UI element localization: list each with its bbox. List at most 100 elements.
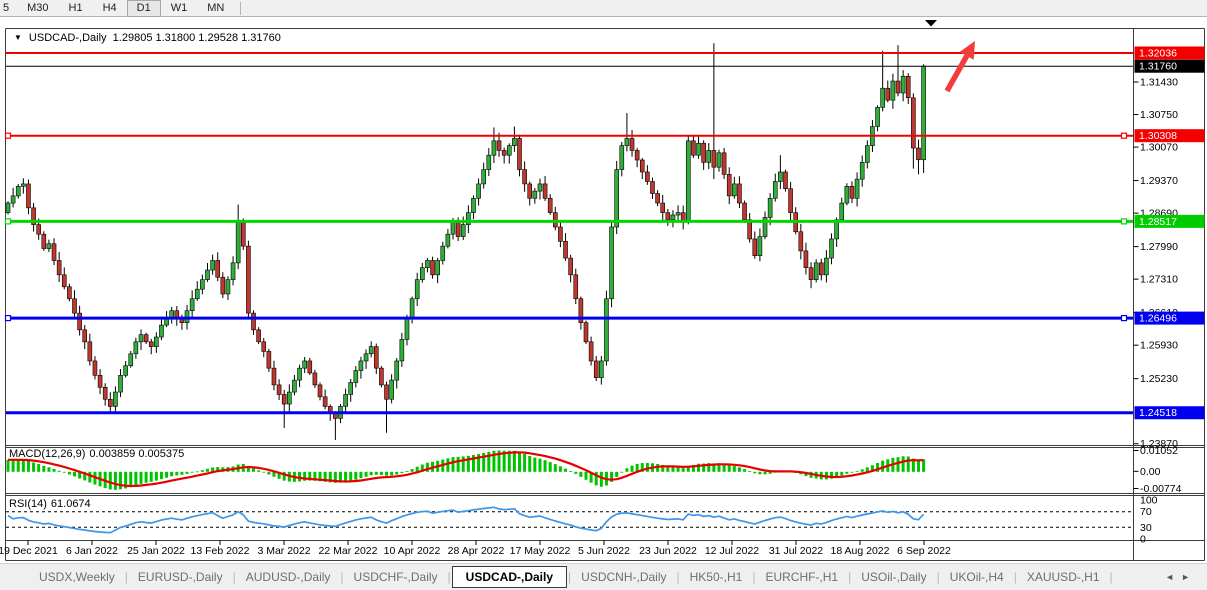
rsi-axis-label: 0: [1140, 534, 1146, 546]
bear-candle: [430, 260, 435, 276]
bear-candle: [916, 147, 921, 161]
symbol-tab-eurusd-daily[interactable]: EURUSD-,Daily: [137, 570, 223, 584]
date-tick-label: 12 Jul 2022: [705, 545, 759, 557]
bull-candle: [368, 346, 374, 355]
date-tick-label: 3 Mar 2022: [257, 545, 310, 557]
price-badge-label: 1.24518: [1139, 407, 1177, 419]
bear-candle: [885, 87, 891, 101]
bear-candle: [527, 183, 533, 199]
symbol-tab-ukoil-h4[interactable]: UKOil-,H4: [949, 570, 1004, 584]
macd-histogram-bar: [185, 471, 189, 474]
bull-candle: [138, 334, 144, 343]
bull-candle: [10, 195, 16, 204]
timeframe-buttons: 5 M30 H1 H4 D1 W1 MN: [0, 0, 234, 17]
macd-histogram-bar: [252, 468, 256, 472]
date-tick-label: 18 Aug 2022: [831, 545, 890, 557]
bull-candle: [445, 233, 451, 247]
bear-candle: [818, 262, 824, 276]
bear-candle: [522, 169, 527, 185]
toolbar-separator: [240, 1, 242, 15]
timeframe-button-H4[interactable]: H4: [102, 1, 117, 14]
trend-arrow-shaft[interactable]: [944, 54, 970, 93]
macd-histogram-bar: [743, 469, 747, 472]
bull-candle: [757, 236, 763, 256]
macd-histogram-bar: [52, 468, 56, 472]
date-tick-label: 17 May 2022: [510, 545, 571, 557]
bull-candle: [685, 140, 691, 223]
symbol-tab-usdcnh-daily[interactable]: USDCNH-,Daily: [581, 570, 667, 584]
macd-histogram-bar: [553, 464, 557, 472]
hline-handle[interactable]: [4, 132, 12, 139]
macd-histogram-bar: [374, 471, 378, 475]
hline-handle[interactable]: [4, 218, 12, 225]
macd-axis-label: -0.00774: [1140, 483, 1182, 495]
tab-separator: |: [1109, 570, 1113, 584]
macd-histogram-bar: [830, 471, 834, 479]
symbol-tab-usdchf-daily[interactable]: USDCHF-,Daily: [353, 570, 438, 584]
date-tick-label: 31 Jul 2022: [769, 545, 823, 557]
timeframe-button-5[interactable]: 5: [3, 1, 10, 14]
bull-candle: [772, 181, 778, 199]
macd-histogram-bar: [410, 469, 414, 472]
price-badge-label: 1.31760: [1139, 61, 1177, 73]
macd-histogram-bar: [359, 471, 363, 479]
bull-candle: [614, 169, 619, 228]
bull-candle: [696, 142, 701, 156]
symbol-tab-usoil-daily[interactable]: USOil-,Daily: [861, 570, 927, 584]
timeframe-button-MN[interactable]: MN: [207, 1, 225, 14]
hline-handle[interactable]: [1120, 218, 1128, 225]
timeframe-button-H1[interactable]: H1: [68, 1, 83, 14]
symbol-tab-hk50-h1[interactable]: HK50-,H1: [689, 570, 743, 584]
macd-histogram-bar: [298, 471, 302, 482]
symbol-tab-eurchf-h1[interactable]: EURCHF-,H1: [765, 570, 839, 584]
bear-candle: [51, 243, 57, 261]
timeframe-button-M30[interactable]: M30: [27, 1, 49, 14]
price-tick-label: 1.29370: [1140, 175, 1178, 187]
tab-separator: |: [752, 570, 756, 584]
symbol-tab-usdcad-daily[interactable]: USDCAD-,Daily: [451, 566, 568, 588]
macd-histogram-bar: [400, 471, 404, 474]
bear-candle: [783, 171, 788, 190]
symbol-tab-usdx-weekly[interactable]: USDX,Weekly: [39, 570, 115, 584]
tab-scroll-right-icon[interactable]: ►: [1181, 572, 1197, 582]
macd-histogram-bar: [200, 470, 204, 472]
tab-scroll-left-icon[interactable]: ◄: [1165, 572, 1182, 582]
bear-candle: [721, 152, 727, 175]
macd-histogram-bar: [482, 453, 486, 472]
macd-histogram-bar: [697, 463, 701, 472]
symbol-tab-xauusd-h1[interactable]: XAUUSD-,H1: [1026, 570, 1100, 584]
macd-histogram-bar: [477, 454, 481, 472]
macd-histogram-bar: [344, 471, 348, 483]
bull-candle: [865, 145, 870, 163]
bull-candle: [343, 394, 348, 407]
tab-separator: |: [848, 570, 852, 584]
trend-arrow-head-icon[interactable]: [959, 41, 975, 60]
symbol-tab-audusd-daily[interactable]: AUDUSD-,Daily: [245, 570, 331, 584]
bear-candle: [655, 193, 660, 204]
bull-candle: [302, 360, 307, 369]
macd-histogram-bar: [686, 466, 690, 472]
tab-separator: |: [232, 570, 236, 584]
bear-candle: [108, 398, 113, 407]
macd-histogram-bar: [896, 457, 900, 472]
bull-candle: [21, 183, 26, 187]
bull-candle: [767, 197, 773, 218]
timeframe-button-W1[interactable]: W1: [170, 1, 188, 14]
macd-histogram-bar: [246, 465, 250, 472]
timeframe-button-D1[interactable]: D1: [126, 0, 161, 17]
hline-handle[interactable]: [1120, 132, 1128, 139]
macd-histogram-bar: [502, 450, 506, 472]
macd-histogram-bar: [850, 471, 854, 473]
bear-candle: [67, 286, 72, 300]
macd-histogram-bar: [425, 462, 429, 472]
macd-histogram-bar: [72, 471, 76, 477]
macd-histogram-bar: [364, 471, 368, 477]
macd-histogram-bar: [594, 471, 598, 486]
hline-handle[interactable]: [4, 314, 12, 322]
bull-candle: [363, 353, 369, 362]
macd-histogram-bar: [681, 468, 685, 472]
hline-handle[interactable]: [1120, 314, 1128, 322]
macd-histogram-bar: [21, 460, 25, 472]
tab-scroll-arrows: ◄►: [1165, 572, 1197, 582]
